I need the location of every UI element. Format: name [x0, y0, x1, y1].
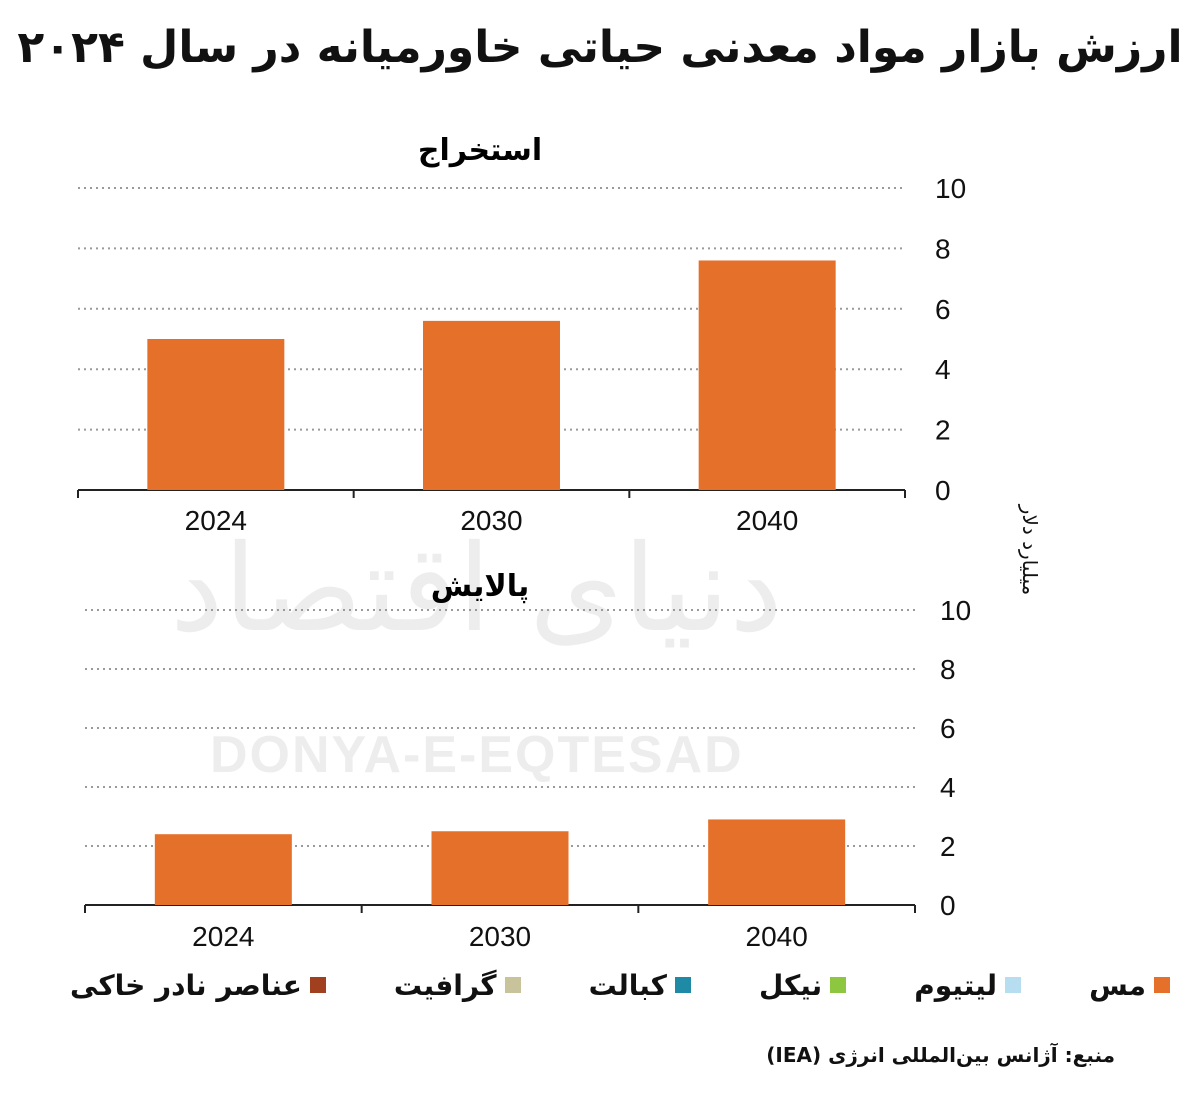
- y-tick-label: 10: [940, 595, 971, 626]
- legend-swatch: [830, 977, 847, 993]
- x-category-label: 2030: [469, 921, 531, 952]
- legend-swatch: [504, 977, 521, 993]
- legend-swatch: [1154, 977, 1170, 993]
- legend-swatch: [1005, 977, 1022, 993]
- bar: [708, 819, 846, 905]
- x-category-label: 2040: [736, 505, 798, 536]
- y-axis-unit-label: میلیارد دلار: [1000, 490, 1060, 610]
- y-tick-label: 6: [935, 294, 951, 325]
- chart-subtitle: پالایش: [431, 569, 530, 604]
- legend-label: لیتیوم: [914, 968, 998, 1002]
- bar: [154, 834, 292, 905]
- y-tick-label: 4: [940, 772, 956, 803]
- x-category-label: 2030: [460, 505, 522, 536]
- chart-title: ارزش بازار مواد معدنی حیاتی خاورمیانه در…: [17, 22, 1183, 73]
- y-tick-label: 2: [935, 415, 951, 446]
- legend-item-nickel: نیکل: [758, 968, 847, 1002]
- y-tick-label: 0: [935, 475, 951, 506]
- legend-label: گرافیت: [393, 968, 497, 1002]
- y-axis-unit-text: میلیارد دلار: [1018, 504, 1043, 596]
- bar: [698, 260, 836, 490]
- legend-swatch: [309, 977, 326, 993]
- chart-subtitle: استخراج: [418, 133, 542, 168]
- legend-swatch: [674, 977, 691, 993]
- x-category-label: 2024: [192, 921, 254, 952]
- legend-label: عناصر نادر خاکی: [70, 968, 302, 1002]
- legend-label: مس: [1089, 968, 1146, 1002]
- bar: [431, 831, 569, 905]
- legend-item-lithium: لیتیوم: [914, 968, 1022, 1002]
- legend-item-copper: مس: [1089, 969, 1170, 1002]
- source-note: منبع: آژانس بین‌المللی انرژی (IEA): [766, 1043, 1115, 1067]
- legend-item-cobalt: کبالت: [589, 969, 691, 1002]
- y-tick-label: 8: [935, 233, 951, 264]
- legend: مس لیتیوم نیکل کبالت گرافیت عناصر نادر خ…: [70, 960, 1170, 1010]
- y-tick-label: 8: [940, 654, 956, 685]
- y-tick-label: 10: [935, 173, 966, 204]
- y-tick-label: 2: [940, 831, 956, 862]
- x-category-label: 2040: [746, 921, 808, 952]
- x-category-label: 2024: [185, 505, 247, 536]
- y-tick-label: 6: [940, 713, 956, 744]
- bar: [147, 339, 285, 490]
- bar: [423, 320, 560, 490]
- y-tick-label: 0: [940, 890, 956, 921]
- y-tick-label: 4: [935, 354, 951, 385]
- legend-item-rare-earth: عناصر نادر خاکی: [70, 969, 326, 1002]
- legend-label: نیکل: [758, 968, 823, 1002]
- refining-chart: پالایش 0 2 4 6 8 10 2024 2030 2040: [84, 569, 971, 952]
- legend-label: کبالت: [588, 968, 667, 1002]
- legend-item-graphite: گرافیت: [394, 969, 521, 1002]
- extraction-chart: استخراج 0 2 4 6 8 10 2024 2030 2040: [77, 133, 966, 536]
